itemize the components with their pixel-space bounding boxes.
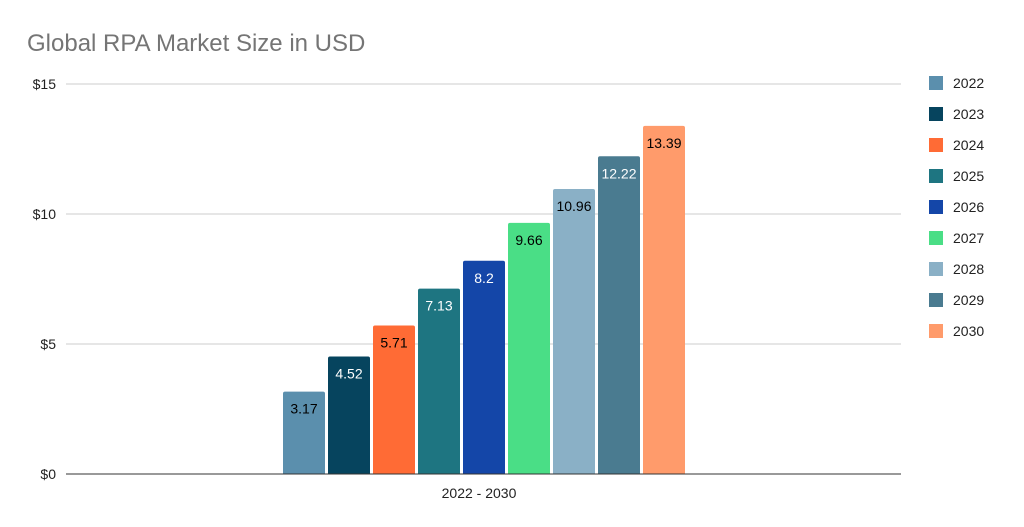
- legend-label-2029: 2029: [953, 292, 984, 308]
- legend-swatch-2030: [929, 324, 943, 338]
- bar-2026: [463, 260, 505, 474]
- y-tick-label: $0: [40, 466, 56, 482]
- legend-swatch-2024: [929, 138, 943, 152]
- data-label-2023: 4.52: [335, 365, 362, 381]
- legend-label-2026: 2026: [953, 199, 984, 215]
- bar-2028: [553, 189, 595, 475]
- legend-label-2027: 2027: [953, 230, 984, 246]
- bar-2027: [508, 222, 550, 474]
- legend-swatch-2022: [929, 76, 943, 90]
- data-label-2026: 8.2: [474, 270, 494, 286]
- legend-label-2023: 2023: [953, 106, 984, 122]
- bar-2030: [643, 125, 685, 475]
- legend-swatch-2028: [929, 262, 943, 276]
- data-label-2029: 12.22: [601, 165, 636, 181]
- legend-label-2025: 2025: [953, 168, 984, 184]
- y-tick-label: $15: [33, 76, 57, 92]
- legend-swatch-2029: [929, 293, 943, 307]
- legend: 2022 2023 2024 2025 2026 2027 2028 2029 2030: [929, 75, 984, 339]
- data-label-2030: 13.39: [646, 135, 681, 151]
- legend-label-2030: 2030: [953, 323, 984, 339]
- legend-label-2028: 2028: [953, 261, 984, 277]
- data-label-2024: 5.71: [380, 335, 407, 351]
- bar-2024: [373, 325, 415, 474]
- legend-swatch-2025: [929, 169, 943, 183]
- bar-2029: [598, 156, 640, 474]
- y-tick-label: $10: [33, 206, 57, 222]
- y-tick-label: $5: [40, 336, 56, 352]
- legend-swatch-2023: [929, 107, 943, 121]
- y-axis-ticks: $0 $5 $10 $15: [33, 76, 57, 482]
- bar-2025: [418, 288, 460, 474]
- legend-swatch-2027: [929, 231, 943, 245]
- bar-2022: [283, 391, 325, 474]
- bars: [283, 125, 685, 475]
- bar-2023: [328, 356, 370, 474]
- data-label-2025: 7.13: [425, 298, 452, 314]
- data-label-2022: 3.17: [290, 401, 317, 417]
- bar-labels: 3.17 4.52 5.71 7.13 8.2 9.66 10.96 12.22 13.39: [290, 135, 681, 417]
- data-label-2028: 10.96: [556, 198, 591, 214]
- legend-label-2022: 2022: [953, 75, 984, 91]
- legend-label-2024: 2024: [953, 137, 984, 153]
- data-label-2027: 9.66: [515, 232, 542, 248]
- legend-swatch-2026: [929, 200, 943, 214]
- x-tick-label: 2022 - 2030: [442, 485, 517, 501]
- chart-title: Global RPA Market Size in USD: [27, 30, 365, 57]
